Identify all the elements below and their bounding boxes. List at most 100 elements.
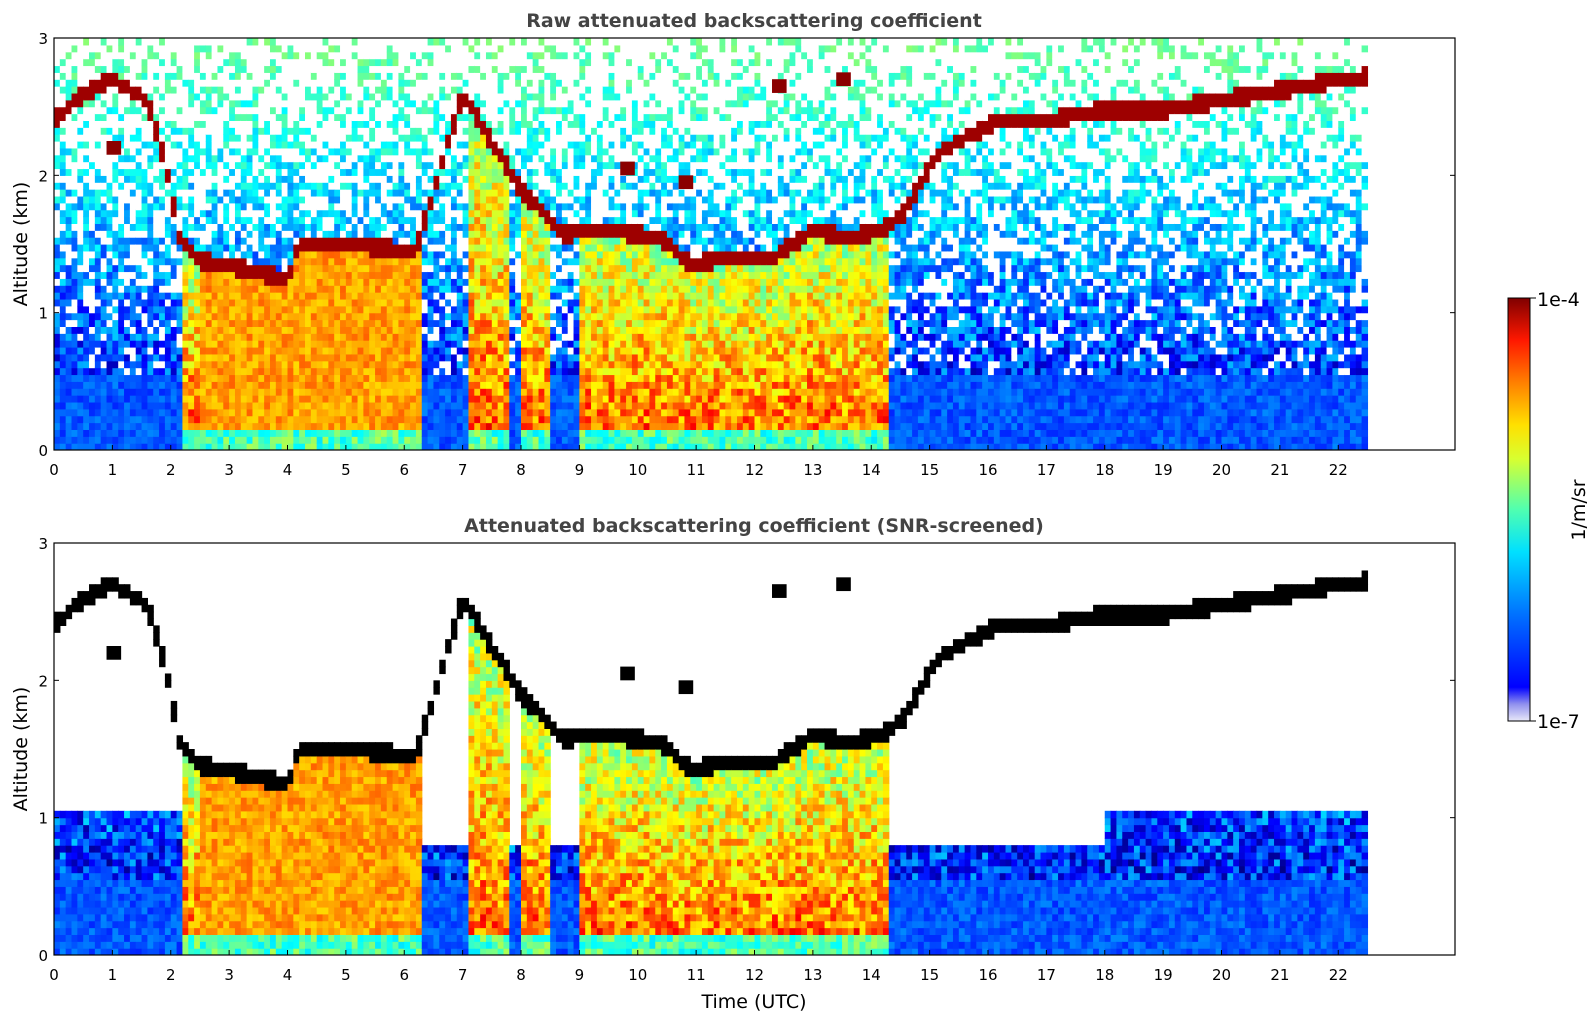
heatmap-cell [223,353,230,362]
heatmap-cell [462,38,470,46]
heatmap-cell [322,401,329,410]
heatmap-cell [77,436,84,444]
heatmap-cell [164,38,172,46]
heatmap-cell [223,147,230,156]
heatmap-cell [521,388,528,396]
heatmap-cell [445,312,452,321]
heatmap-cell [509,161,516,170]
heatmap-cell [229,216,236,224]
heatmap-cell [194,120,201,128]
heatmap-cell [468,326,475,334]
heatmap-cell [240,182,248,190]
heatmap-cell [211,353,219,362]
heatmap-cell [176,72,184,80]
heatmap-cell [188,72,195,80]
heatmap-cell [456,65,464,73]
heatmap-cell [316,278,324,286]
heatmap-cell [106,58,113,67]
heatmap-cell [199,374,207,382]
heatmap-cell [54,216,61,224]
heatmap-cell [421,319,429,327]
heatmap-cell [433,51,440,60]
heatmap-cell [532,86,540,94]
heatmap-cell [433,292,440,300]
heatmap-cell [310,367,318,376]
heatmap-cell [316,79,324,87]
heatmap-cell [433,443,440,450]
heatmap-cell [83,189,90,197]
heatmap-cell [386,347,394,355]
heatmap-cell [281,147,289,156]
heatmap-cell [427,106,435,115]
heatmap-cell [462,141,470,149]
heatmap-cell [264,120,271,128]
heatmap-cell [246,381,254,389]
heatmap-cell [100,353,108,362]
heatmap-cell [363,72,370,80]
heatmap-cell [480,429,487,437]
heatmap-cell [287,408,294,417]
heatmap-cell [357,182,364,190]
heatmap-cell [357,422,364,430]
heatmap-cell [456,422,464,430]
heatmap-cell [77,374,84,382]
heatmap-cell [106,388,113,396]
heatmap-cell [194,92,201,101]
heatmap-cell [357,65,364,73]
heatmap-cell [246,347,254,355]
heatmap-cell [170,175,178,183]
heatmap-cell [474,58,481,67]
heatmap-cell [229,189,236,197]
heatmap-cell [182,127,189,135]
heatmap-cell [135,415,143,424]
heatmap-cell [89,154,96,163]
heatmap-cell [246,113,254,121]
heatmap-cell [112,333,119,341]
heatmap-cell [159,271,166,279]
heatmap-cell [532,278,540,286]
heatmap-cell [357,333,364,341]
heatmap-cell [65,79,73,87]
heatmap-cell [141,374,148,382]
heatmap-cell [532,106,540,115]
heatmap-cell [299,367,306,376]
heatmap-cell [229,209,236,218]
heatmap-cell [287,120,294,128]
heatmap-cell [65,264,73,273]
heatmap-cell [439,374,446,382]
heatmap-cell [305,340,312,348]
heatmap-cell [211,374,219,382]
heatmap-cell [497,161,505,170]
heatmap-cell [106,422,113,430]
heatmap-cell [351,340,359,348]
heatmap-cell [252,120,259,128]
heatmap-cell [211,271,219,279]
heatmap-cell [398,250,405,259]
heatmap-cell [83,415,90,424]
heatmap-cell [380,209,388,218]
heatmap-cell [141,161,148,170]
heatmap-cell [456,113,464,121]
heatmap-cell [135,257,143,266]
heatmap-cell [445,278,452,286]
heatmap-cell [65,333,73,341]
heatmap-cell [211,72,219,80]
heatmap-cell [258,347,265,355]
heatmap-cell [147,278,154,286]
heatmap-cell [503,106,510,115]
heatmap-cell [170,72,178,80]
heatmap-cell [421,120,429,128]
heatmap-cell [83,429,90,437]
heatmap-cell [450,79,458,87]
heatmap-cell [357,72,364,80]
heatmap-cell [526,120,534,128]
heatmap-cell [293,189,300,197]
heatmap-cell [234,367,242,376]
heatmap-cell [421,175,429,183]
heatmap-cell [293,161,300,170]
heatmap-cell [182,305,189,314]
heatmap-cell [164,333,172,341]
heatmap-cell [410,374,417,382]
heatmap-cell [94,312,102,321]
heatmap-cell [450,106,458,115]
